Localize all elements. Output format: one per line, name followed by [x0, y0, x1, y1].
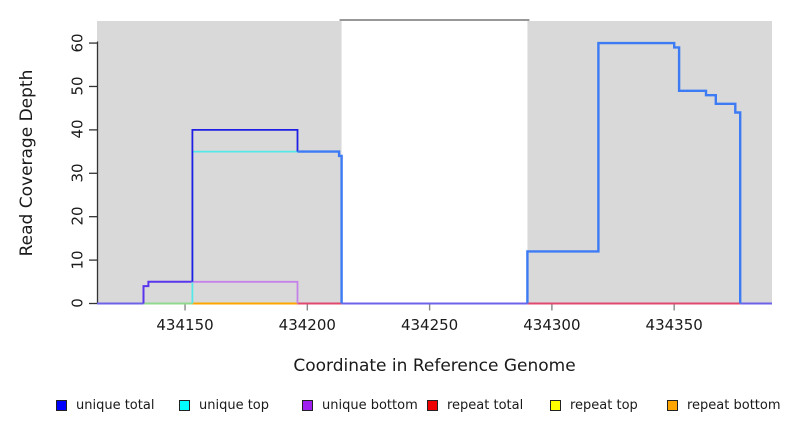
- y-tick-label: 30: [68, 163, 87, 183]
- legend-label: unique bottom: [322, 397, 418, 413]
- x-axis-title: Coordinate in Reference Genome: [293, 356, 576, 376]
- x-tick-label: 434250: [400, 316, 459, 334]
- coverage-line-segment: [142, 280, 193, 304]
- legend-label: repeat bottom: [687, 397, 781, 413]
- legend-swatch-repeat-total: [427, 399, 438, 411]
- coverage-line-segment: [297, 150, 343, 304]
- legend-item-unique-top: unique top: [179, 397, 269, 413]
- coverage-line-segment: [526, 41, 742, 304]
- legend-item-repeat-top: repeat top: [550, 397, 638, 413]
- legend-label: repeat total: [447, 397, 524, 413]
- x-tick-label: 434300: [523, 316, 581, 334]
- y-tick-label: 20: [68, 206, 87, 226]
- legend-item-repeat-total: repeat total: [427, 397, 523, 413]
- legend-swatch-unique-total: [56, 399, 67, 411]
- legend-label: repeat top: [570, 397, 638, 413]
- legend-item-repeat-bottom: repeat bottom: [667, 397, 781, 413]
- y-tick-label: 60: [68, 33, 87, 53]
- legend-label: unique top: [199, 397, 270, 413]
- legend: unique total unique top unique bottom re…: [0, 397, 792, 417]
- legend-swatch-unique-top: [179, 399, 190, 411]
- coverage-line-segment: [192, 280, 299, 304]
- x-tick-label: 434150: [156, 316, 214, 334]
- y-tick-label: 10: [68, 250, 87, 270]
- coverage-line-segment: [191, 128, 299, 282]
- x-tick-label: 434350: [645, 316, 703, 334]
- y-axis-title: Read Coverage Depth: [17, 69, 37, 257]
- y-tick-label: 50: [68, 76, 87, 96]
- shaded-region: [527, 21, 772, 303]
- y-tick-label: 40: [68, 119, 87, 139]
- legend-label: unique total: [76, 397, 155, 413]
- legend-swatch-repeat-top: [550, 399, 561, 411]
- y-tick-label: 0: [68, 298, 87, 308]
- x-tick-label: 434200: [278, 316, 336, 334]
- shaded-region: [97, 21, 342, 303]
- legend-swatch-unique-bottom: [302, 399, 313, 411]
- legend-item-unique-bottom: unique bottom: [302, 397, 418, 413]
- legend-swatch-repeat-bottom: [667, 399, 678, 411]
- legend-item-unique-total: unique total: [56, 397, 154, 413]
